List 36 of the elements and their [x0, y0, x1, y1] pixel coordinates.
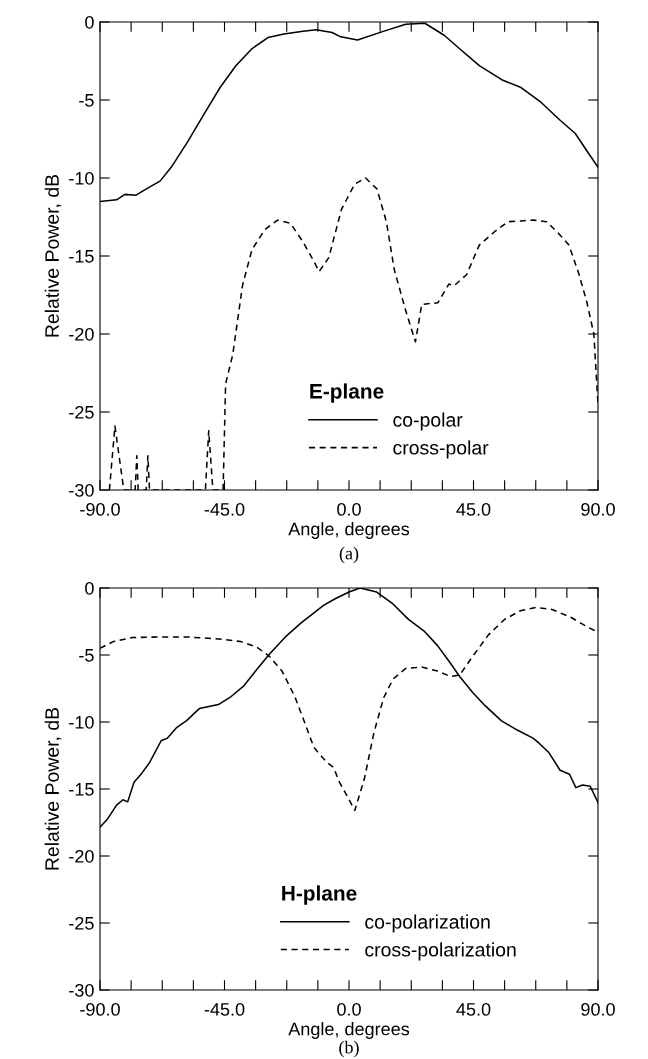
y-tick-label: -15	[69, 783, 94, 796]
x-tick-label: -45.0	[204, 1002, 245, 1016]
legend-title: E-plane	[310, 383, 384, 403]
x-tick-label: -90.0	[80, 1002, 120, 1016]
y-tick-label: -30	[69, 983, 94, 997]
x-axis-title: Angle, degrees	[288, 522, 410, 539]
y-tick-label: -25	[69, 405, 94, 419]
y-axis-title: Relative Power, dB	[44, 174, 62, 337]
y-tick-label: -10	[69, 715, 94, 729]
y-tick-label: -30	[69, 483, 94, 497]
y-tick-label: -5	[79, 94, 94, 107]
x-tick-label: -45.0	[204, 502, 245, 516]
x-tick-label: -90.0	[80, 502, 120, 516]
y-tick-label: -25	[69, 916, 94, 930]
legend-label: co-polar	[393, 412, 463, 431]
text: (a)	[339, 546, 359, 564]
y-tick-label: -20	[69, 327, 94, 341]
x-tick-label: 90.0	[581, 502, 615, 516]
legend-label: cross-polar	[393, 440, 489, 459]
legend-label: co-polarization	[365, 914, 490, 933]
y-tick-label: -15	[69, 250, 94, 263]
y-axis-title: Relative Power, dB	[44, 707, 62, 870]
x-tick-label: 90.0	[581, 1002, 615, 1016]
y-tick-label: 0	[85, 15, 94, 29]
x-tick-label: 45.0	[456, 1002, 491, 1016]
y-tick-label: -10	[69, 171, 94, 185]
x-tick-label: 45.0	[456, 502, 491, 516]
x-tick-label: 0.0	[337, 1002, 361, 1016]
y-tick-label: 0	[85, 581, 94, 595]
x-axis-title: Angle, degrees	[288, 1022, 410, 1039]
legend-title: H-plane	[282, 885, 357, 905]
text: (b)	[339, 1040, 359, 1058]
y-tick-label: -5	[79, 649, 94, 662]
x-tick-label: 0.0	[337, 502, 361, 516]
legend-label: cross-polarization	[365, 942, 516, 961]
y-tick-label: -20	[69, 849, 94, 863]
